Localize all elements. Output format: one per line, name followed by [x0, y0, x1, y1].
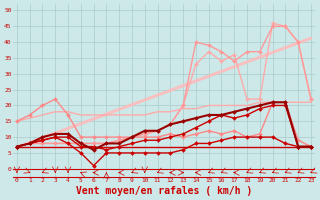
X-axis label: Vent moyen/en rafales ( km/h ): Vent moyen/en rafales ( km/h )	[76, 186, 252, 196]
